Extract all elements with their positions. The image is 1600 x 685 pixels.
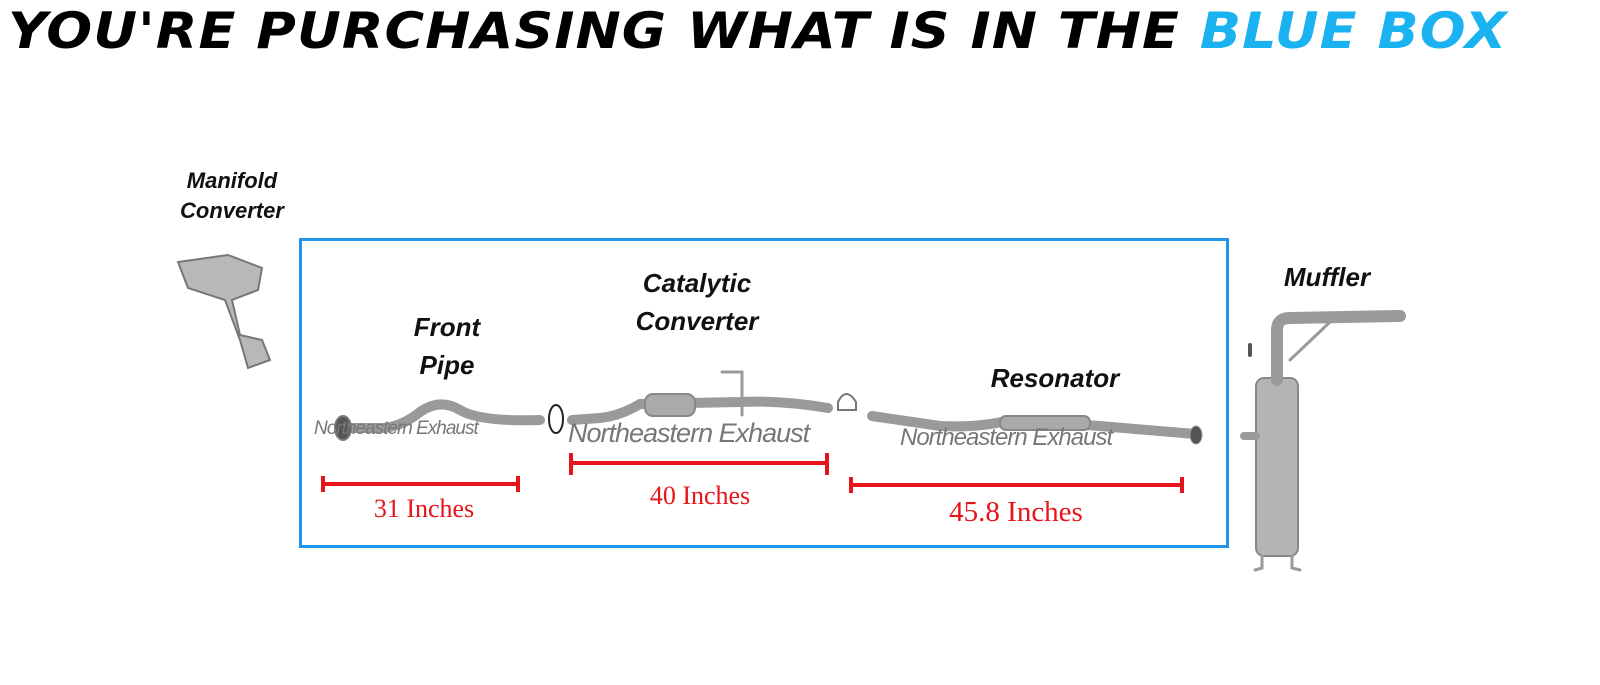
catalytic-dimension-line xyxy=(569,453,829,475)
front-pipe-length: 31 Inches xyxy=(373,494,475,523)
watermark: Northeastern Exhaust xyxy=(568,418,810,448)
watermark: Northeastern Exhaust xyxy=(314,418,479,439)
resonator-image xyxy=(867,411,1203,445)
headline: YOU'RE PURCHASING WHAT IS IN THE BLUE BO… xyxy=(8,2,1507,60)
headline-text: YOU'RE PURCHASING WHAT IS IN THE xyxy=(8,2,1181,60)
catalytic-length: 40 Inches xyxy=(649,481,751,510)
muffler-image xyxy=(1240,310,1406,572)
catalytic-converter-image xyxy=(567,370,857,425)
headline-highlight: BLUE BOX xyxy=(1199,2,1508,60)
front-pipe-label: Front Pipe xyxy=(413,312,481,380)
resonator-label: Resonator xyxy=(990,363,1120,393)
front-pipe-dimension-line xyxy=(321,476,520,492)
front-pipe-image xyxy=(335,399,545,433)
catalytic-label: Catalytic Converter xyxy=(635,268,759,336)
gasket-image xyxy=(548,404,564,434)
manifold-label: Manifold Converter xyxy=(180,168,284,223)
blue-box-outline xyxy=(299,238,1229,548)
resonator-length: 45.8 Inches xyxy=(949,496,1083,528)
manifold-converter-image xyxy=(176,253,272,370)
resonator-dimension-line xyxy=(849,477,1184,493)
watermark: Northeastern Exhaust xyxy=(900,424,1113,451)
muffler-label: Muffler xyxy=(1283,262,1371,292)
